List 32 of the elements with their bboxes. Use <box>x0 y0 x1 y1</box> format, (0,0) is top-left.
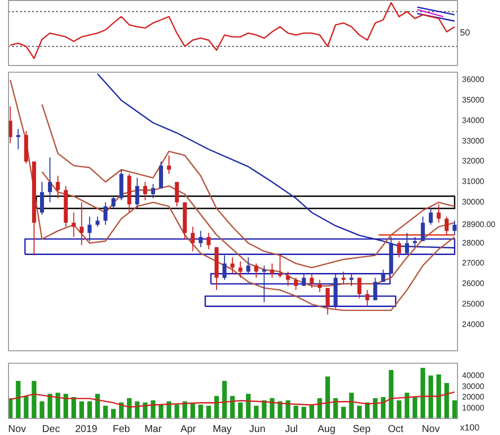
y-tick-label: 31000 <box>462 177 485 186</box>
x-tick-label: 2019 <box>75 424 98 435</box>
y-tick-label: 28000 <box>462 238 485 248</box>
x-tick-label: Apr <box>180 424 197 435</box>
x-tick-label: Aug <box>318 424 336 435</box>
y-tick-label: 10000 <box>462 403 485 412</box>
x-tick-label: Sep <box>352 424 371 435</box>
y-tick-label: 35000 <box>462 96 485 105</box>
y-tick-label: 33000 <box>462 136 485 146</box>
y-tick-label: 36000 <box>462 75 485 84</box>
x-tick-label: Nov <box>422 424 440 435</box>
y-tick-label: 24000 <box>462 320 485 329</box>
x-tick-label: Feb <box>112 424 130 435</box>
y-tick-label: 26000 <box>462 279 485 288</box>
text: 50 <box>460 27 470 38</box>
y-tick-label: 27000 <box>462 258 485 268</box>
x-tick-label: Nov <box>8 424 26 435</box>
x-tick-label: Dec <box>42 424 60 435</box>
text: x100 <box>460 422 480 432</box>
y-tick-label: 28900.00 <box>462 220 496 229</box>
y-tick-label: 40000 <box>462 370 485 380</box>
x-tick-label: Mar <box>144 424 162 435</box>
x-tick-label: May <box>212 424 232 435</box>
x-tick-label: Oct <box>388 424 404 435</box>
x-tick-label: Jun <box>249 424 266 435</box>
y-tick-label: 30000 <box>462 382 485 391</box>
y-tick-label: 20000 <box>462 392 485 402</box>
y-tick-label: 32000 <box>462 156 485 166</box>
y-tick-label: 25000 <box>462 299 485 308</box>
y-tick-label: 34000 <box>462 116 485 125</box>
x-tick-label: Jul <box>284 424 298 435</box>
y-tick-label: 30000 <box>462 198 485 207</box>
